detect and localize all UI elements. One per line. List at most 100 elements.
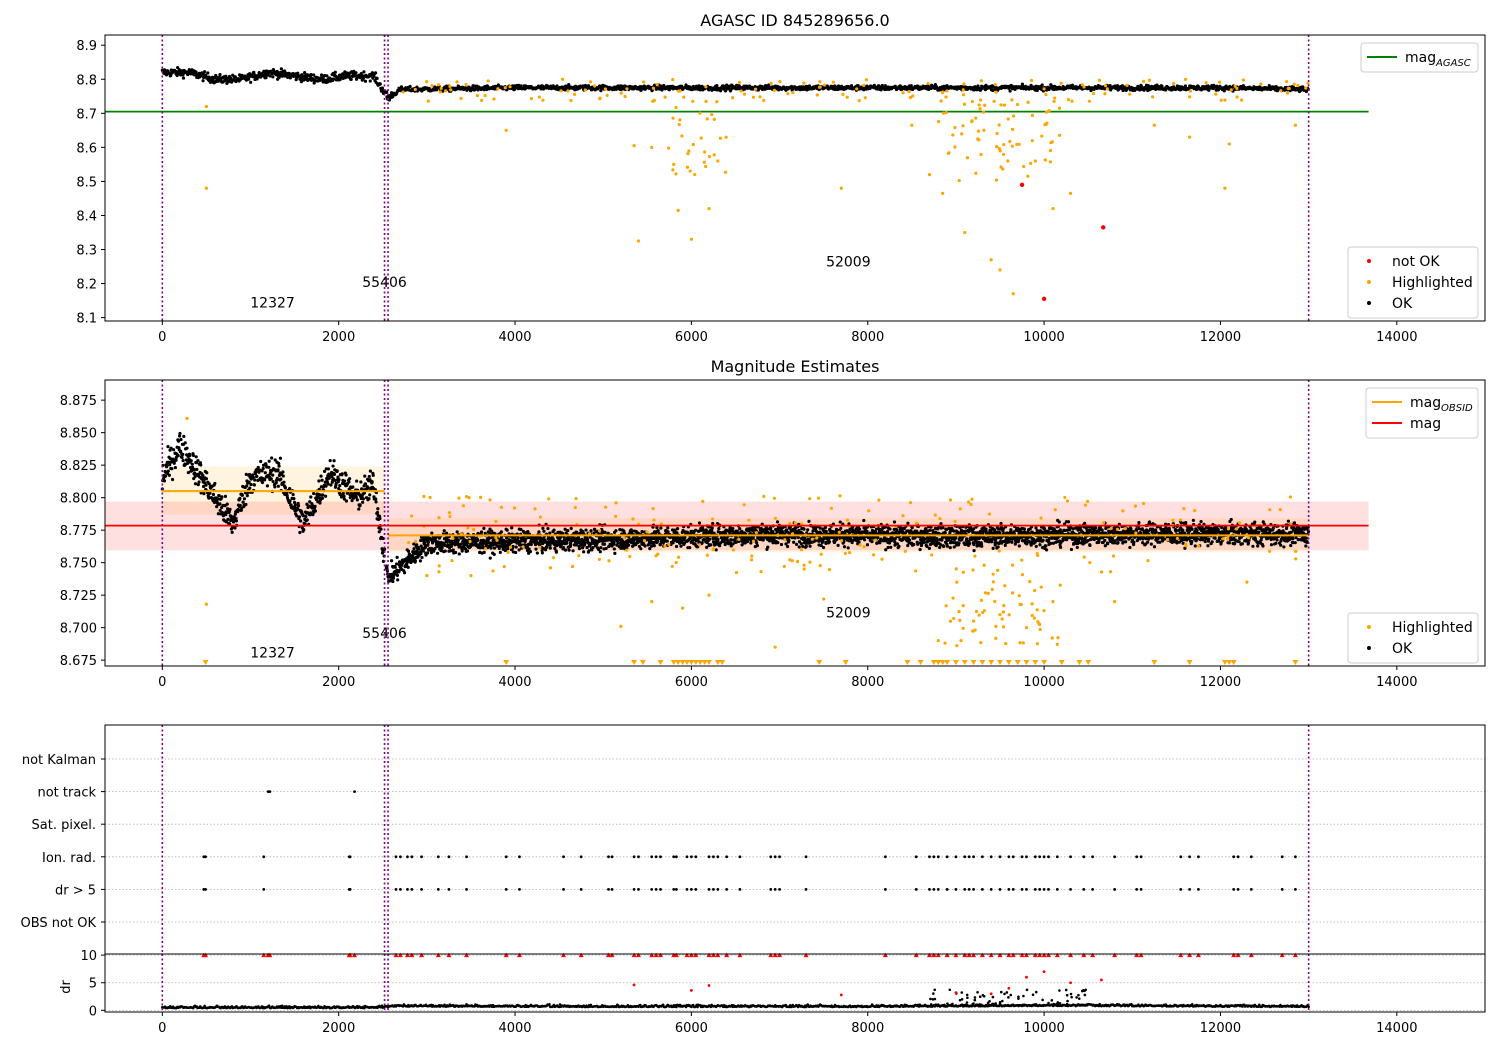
ok-point: [349, 77, 353, 81]
ok-point: [332, 77, 336, 81]
highlighted-point: [742, 92, 747, 96]
ok-point: [271, 473, 275, 477]
ok-point: [499, 530, 503, 534]
ok-point: [460, 549, 464, 553]
highlighted-point: [863, 96, 867, 100]
highlighted-point: [1142, 79, 1146, 83]
obsid-annotation: 55406: [362, 275, 407, 291]
x-tick-label: 4000: [498, 330, 531, 345]
ok-point: [479, 530, 484, 534]
ok-point: [1115, 84, 1120, 88]
ok-point: [838, 520, 842, 524]
ok-point: [263, 478, 267, 482]
ok-point: [612, 547, 616, 551]
ok-point: [510, 526, 514, 530]
ok-point: [906, 543, 910, 548]
ok-point: [228, 507, 232, 511]
ok-point: [697, 84, 701, 88]
ok-point: [298, 530, 302, 535]
ok-point: [181, 76, 186, 80]
ok-point: [249, 482, 253, 487]
ok-point: [374, 500, 378, 504]
highlighted-point: [1006, 117, 1010, 121]
highlighted-point: [632, 144, 636, 148]
ok-point: [794, 542, 799, 547]
ok-point: [738, 527, 742, 531]
ok-point: [535, 551, 539, 555]
ok-point: [188, 453, 192, 458]
ok-point: [918, 547, 922, 552]
highlighted-point: [926, 81, 930, 86]
ok-point: [418, 559, 423, 563]
highlighted-point: [204, 104, 209, 109]
highlighted-point: [1042, 87, 1046, 91]
ok-point: [193, 482, 198, 486]
highlighted-point: [566, 89, 570, 93]
ok-point: [430, 531, 434, 535]
ok-point: [425, 551, 430, 555]
highlighted-point: [702, 160, 706, 164]
highlighted-point: [724, 135, 728, 139]
highlighted-point: [1011, 127, 1015, 131]
ok-point: [370, 480, 374, 484]
highlighted-point: [997, 123, 1001, 127]
ok-point: [297, 515, 302, 519]
highlighted-point: [1285, 91, 1290, 95]
ok-point: [233, 526, 237, 530]
highlighted-point: [1188, 89, 1193, 93]
highlighted-point: [731, 96, 735, 100]
highlighted-point: [704, 85, 708, 89]
ok-point: [283, 486, 288, 490]
x-tick-label: 14000: [1376, 330, 1417, 345]
highlighted-point: [997, 146, 1001, 151]
legend-label: Highlighted: [1392, 275, 1473, 291]
ok-point: [906, 521, 910, 525]
ok-point: [598, 550, 602, 554]
ok-point: [847, 531, 852, 535]
highlighted-point: [974, 171, 978, 175]
ok-point: [555, 84, 559, 88]
highlighted-point: [1103, 84, 1108, 88]
ok-point: [331, 464, 335, 468]
ok-point: [396, 578, 400, 582]
highlighted-point: [999, 165, 1003, 169]
highlighted-point: [1044, 92, 1048, 97]
highlighted-point: [559, 89, 563, 93]
ok-point: [180, 455, 184, 460]
highlighted-point: [685, 165, 690, 169]
highlighted-point: [1286, 86, 1290, 91]
highlighted-point: [583, 88, 587, 92]
highlighted-point: [1080, 83, 1084, 87]
ok-point: [614, 87, 618, 91]
ok-point: [223, 494, 228, 498]
ok-point: [888, 527, 892, 531]
ok-point: [577, 547, 582, 551]
highlighted-point: [693, 172, 697, 177]
ok-point: [245, 493, 249, 498]
ok-point: [857, 540, 861, 544]
ok-point: [170, 467, 174, 471]
ok-point: [766, 545, 770, 549]
ok-point: [804, 544, 808, 548]
ok-point: [264, 76, 268, 80]
ok-point: [243, 74, 247, 78]
ok-point: [718, 544, 722, 548]
highlighted-point: [439, 86, 443, 90]
highlighted-point: [999, 103, 1003, 107]
highlighted-point: [815, 93, 819, 97]
ok-point: [883, 84, 887, 88]
highlighted-point: [962, 82, 966, 86]
ok-point: [255, 474, 259, 478]
ok-point: [942, 544, 946, 548]
ok-point: [849, 84, 854, 88]
ok-point: [856, 84, 860, 88]
ok-point: [583, 541, 587, 545]
highlighted-point: [1151, 95, 1155, 99]
highlighted-point: [655, 83, 659, 87]
ok-point: [260, 480, 265, 485]
highlighted-point: [1040, 134, 1044, 138]
ok-point: [884, 548, 888, 552]
highlighted-point: [989, 258, 993, 262]
highlighted-point: [480, 98, 484, 102]
ok-point: [320, 496, 325, 500]
